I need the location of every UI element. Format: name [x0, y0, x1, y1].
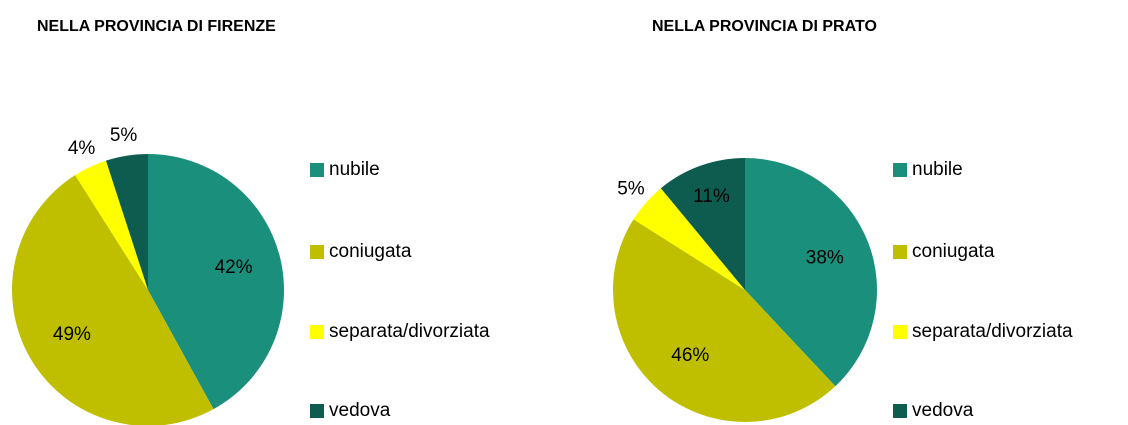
legend-label: separata/divorziata	[329, 321, 490, 342]
legend-label: vedova	[329, 400, 391, 421]
pie-slice	[75, 160, 148, 290]
pie-slice	[105, 154, 148, 290]
legend-swatch	[310, 325, 324, 339]
legend-label: vedova	[912, 400, 974, 421]
data-label: 38%	[806, 247, 844, 268]
legend-swatch	[893, 163, 907, 177]
legend-swatch	[893, 245, 907, 259]
legend-swatch	[310, 163, 324, 177]
legend-swatch	[893, 325, 907, 339]
legend-label: nubile	[329, 159, 380, 180]
legend-label: coniugata	[912, 241, 995, 262]
data-label: 46%	[671, 345, 709, 366]
data-label: 5%	[110, 125, 138, 146]
data-label: 5%	[617, 178, 645, 199]
data-label: 11%	[693, 186, 730, 207]
pie-slice	[612, 219, 836, 423]
legend-label: separata/divorziata	[912, 321, 1073, 342]
legend-swatch	[893, 404, 907, 418]
pie-slice	[745, 158, 878, 387]
data-label: 4%	[68, 138, 96, 159]
data-label: 49%	[53, 324, 91, 345]
pie-slice	[148, 154, 284, 410]
chart-title: NELLA PROVINCIA DI FIRENZE	[37, 18, 276, 35]
legend-label: coniugata	[329, 241, 412, 262]
chart-title: NELLA PROVINCIA DI PRATO	[652, 18, 877, 35]
legend-swatch	[310, 245, 324, 259]
data-label: 42%	[215, 257, 253, 278]
legend-label: nubile	[912, 159, 963, 180]
legend-swatch	[310, 404, 324, 418]
pie-slice	[660, 158, 745, 290]
pie-slice	[12, 175, 214, 425]
pie-slice	[633, 188, 745, 290]
